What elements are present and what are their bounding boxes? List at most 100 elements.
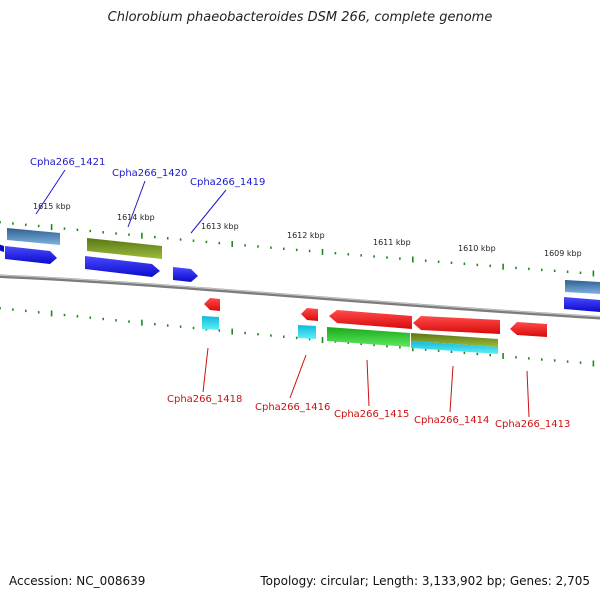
gene-label-cpha266-1413[interactable]: Cpha266_1413 xyxy=(495,419,570,430)
gene-label-cpha266-1418[interactable]: Cpha266_1418 xyxy=(167,394,242,405)
top-minor-tick xyxy=(541,268,543,272)
bottom-minor-tick xyxy=(399,346,401,349)
feature-olive[interactable] xyxy=(87,238,162,259)
top-minor-tick xyxy=(0,221,1,224)
top-minor-tick xyxy=(283,247,285,250)
bottom-major-tick xyxy=(141,319,143,326)
gene-cpha266-1422-arrow[interactable] xyxy=(0,244,4,252)
bottom-minor-tick xyxy=(179,325,182,328)
top-minor-tick xyxy=(192,239,195,242)
top-major-tick xyxy=(412,256,414,263)
top-minor-tick xyxy=(476,263,479,267)
feature-steelblue-left[interactable] xyxy=(7,228,60,245)
top-minor-tick xyxy=(386,256,388,259)
top-minor-tick xyxy=(399,257,401,260)
top-minor-tick xyxy=(579,271,582,274)
leader-line-1419 xyxy=(190,189,227,234)
top-major-tick xyxy=(502,263,504,270)
gene-cpha266-1419-arrow[interactable] xyxy=(173,267,198,282)
bottom-minor-tick xyxy=(205,328,208,331)
bottom-minor-tick xyxy=(12,308,14,311)
leader-line-1415 xyxy=(366,359,370,407)
gene-cpha266-1420-arrow[interactable] xyxy=(85,256,160,277)
bottom-minor-tick xyxy=(386,345,388,348)
gene-label-cpha266-1421[interactable]: Cpha266_1421 xyxy=(30,157,105,168)
bottom-minor-tick xyxy=(115,319,117,322)
top-minor-tick xyxy=(515,266,517,270)
gene-cpha266-1421-arrow[interactable] xyxy=(5,246,57,264)
top-major-tick xyxy=(141,232,143,239)
gene-label-cpha266-1419[interactable]: Cpha266_1419 xyxy=(190,177,265,188)
bottom-major-tick xyxy=(50,310,53,317)
top-minor-tick xyxy=(360,254,362,257)
gene-cpha266-1415-arrow[interactable] xyxy=(329,310,412,329)
bottom-minor-tick xyxy=(553,359,556,362)
feature-cyan-1414[interactable] xyxy=(411,341,498,354)
bottom-minor-tick xyxy=(308,337,311,341)
bottom-minor-tick xyxy=(218,329,221,332)
top-minor-tick xyxy=(334,252,337,255)
top-minor-tick xyxy=(437,260,440,263)
top-major-tick xyxy=(592,270,595,277)
top-minor-tick xyxy=(528,267,530,271)
top-minor-tick xyxy=(128,233,130,236)
gene-label-cpha266-1420[interactable]: Cpha266_1420 xyxy=(112,168,187,179)
bottom-major-tick xyxy=(412,345,414,352)
top-minor-tick xyxy=(566,270,569,273)
scale-label-1612: 1612 kbp xyxy=(287,231,325,240)
top-minor-tick xyxy=(347,253,350,256)
top-minor-tick xyxy=(102,231,104,234)
gene-cpha266-1414-arrow[interactable] xyxy=(413,316,500,334)
gene-label-cpha266-1414[interactable]: Cpha266_1414 xyxy=(414,415,489,426)
leader-line-1418 xyxy=(202,347,209,393)
top-minor-tick xyxy=(424,259,427,262)
feature-steelblue-right[interactable] xyxy=(565,280,600,294)
bottom-minor-tick xyxy=(244,331,246,335)
gene-cpha266-1418-arrow[interactable] xyxy=(204,298,220,311)
bottom-minor-tick xyxy=(424,348,427,351)
bottom-minor-tick xyxy=(489,353,491,357)
top-minor-tick xyxy=(154,235,156,239)
map-title: Chlorobium phaeobacteroides DSM 266, com… xyxy=(107,10,493,25)
gene-cpha266-1413-arrow[interactable] xyxy=(510,322,547,337)
gene-label-cpha266-1415[interactable]: Cpha266_1415 xyxy=(334,409,409,420)
gene-cpha266-1417-arrow[interactable] xyxy=(301,308,318,321)
gene-label-cpha266-1416[interactable]: Cpha266_1416 xyxy=(255,402,330,413)
top-minor-tick xyxy=(489,264,491,268)
top-minor-tick xyxy=(270,246,272,249)
bottom-minor-tick xyxy=(528,357,530,360)
leader-line-1421 xyxy=(35,169,66,215)
scale-label-1613: 1613 kbp xyxy=(201,222,239,231)
feature-cyan-1418[interactable] xyxy=(202,316,219,330)
scale-label-1614: 1614 kbp xyxy=(117,213,155,222)
top-minor-tick xyxy=(373,255,375,258)
bottom-major-tick xyxy=(592,360,595,367)
top-major-tick xyxy=(50,224,53,231)
feature-olive-1414[interactable] xyxy=(411,333,498,347)
top-minor-tick xyxy=(218,241,221,245)
genome-backbone-highlight xyxy=(0,274,600,318)
bottom-minor-tick xyxy=(63,313,66,317)
leader-line-1414 xyxy=(449,365,454,413)
top-minor-tick xyxy=(463,262,466,265)
feature-green-1415[interactable] xyxy=(327,327,410,347)
gene-right-edge-arrow[interactable] xyxy=(564,297,600,312)
top-minor-tick xyxy=(257,245,259,248)
bottom-minor-tick xyxy=(463,351,466,355)
top-minor-tick xyxy=(12,222,14,225)
top-major-tick xyxy=(231,241,233,247)
bottom-major-tick xyxy=(321,337,324,344)
bottom-minor-tick xyxy=(192,326,195,330)
scale-ticks-top xyxy=(0,221,595,277)
scale-label-1610: 1610 kbp xyxy=(458,244,496,253)
bottom-minor-tick xyxy=(450,350,453,353)
bottom-minor-tick xyxy=(270,334,272,337)
bottom-minor-tick xyxy=(295,336,298,340)
feature-cyan-1416[interactable] xyxy=(298,325,316,339)
bottom-minor-tick xyxy=(37,311,40,314)
bottom-minor-tick xyxy=(373,343,375,347)
top-minor-tick xyxy=(205,240,208,244)
bottom-major-tick xyxy=(502,353,504,359)
